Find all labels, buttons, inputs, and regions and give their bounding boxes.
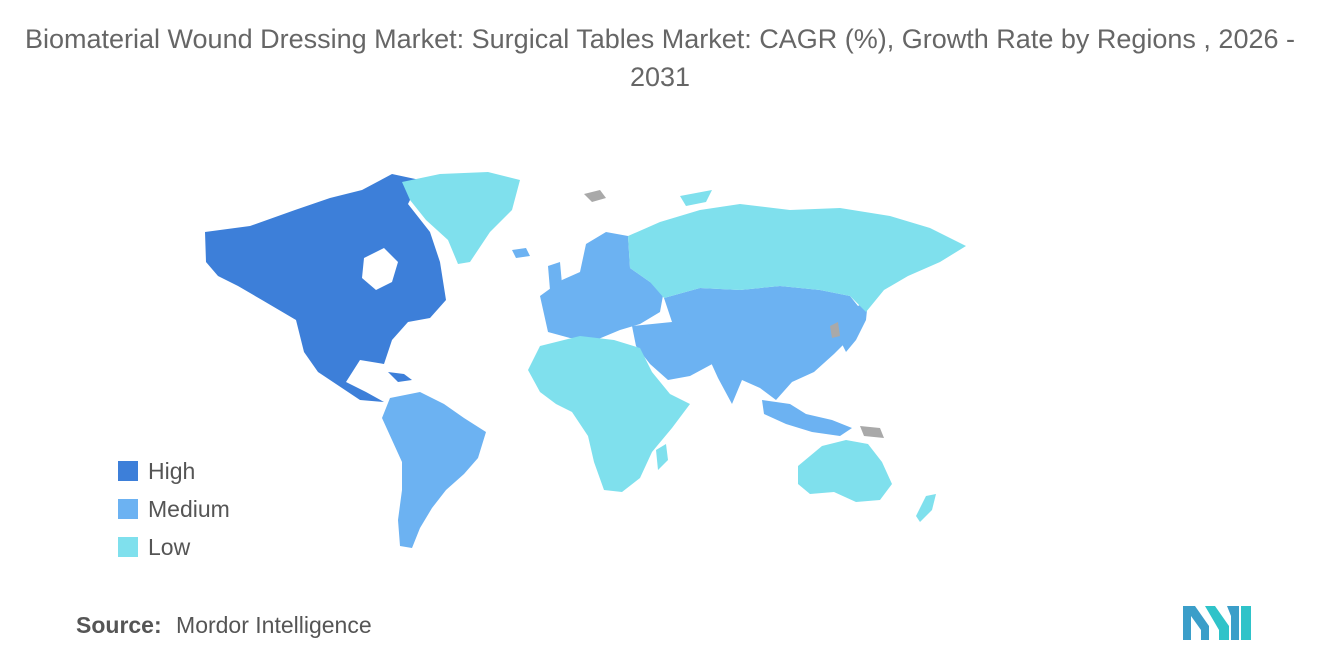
region-australia [798, 440, 892, 502]
region-southeast-asia [762, 400, 852, 436]
chart-title: Biomaterial Wound Dressing Market: Surgi… [24, 24, 1295, 92]
legend-swatch-medium [118, 499, 138, 519]
legend-item-medium: Medium [118, 490, 230, 528]
region-papua-new-guinea [860, 426, 884, 438]
source-key: Source: [76, 612, 162, 638]
legend-item-low: Low [118, 528, 230, 566]
legend-swatch-high [118, 461, 138, 481]
region-greenland [402, 172, 520, 264]
region-iceland [512, 248, 530, 258]
region-madagascar [656, 444, 668, 470]
source-line: Source: Mordor Intelligence [76, 612, 372, 639]
legend-label-medium: Medium [148, 495, 230, 522]
region-uk [548, 262, 562, 290]
region-japan [842, 300, 868, 352]
legend-label-low: Low [148, 533, 191, 560]
region-north-korea [830, 322, 840, 338]
legend-swatch-low [118, 537, 138, 557]
region-svalbard [584, 190, 606, 202]
region-caribbean [388, 372, 412, 382]
region-new-zealand [916, 494, 936, 522]
mordor-intelligence-logo-icon [1183, 606, 1251, 640]
region-africa [528, 336, 690, 492]
region-europe [540, 232, 664, 340]
region-russia-arctic-islands [680, 190, 712, 206]
legend-label-high: High [148, 457, 196, 484]
region-russia [628, 204, 966, 312]
region-south-america [382, 392, 486, 548]
hudson-bay [362, 248, 398, 290]
region-north-america [205, 174, 446, 402]
region-asia [664, 286, 866, 404]
map-legend: High Medium Low [118, 452, 230, 566]
legend-item-high: High [118, 452, 230, 490]
source-value: Mordor Intelligence [176, 612, 372, 638]
